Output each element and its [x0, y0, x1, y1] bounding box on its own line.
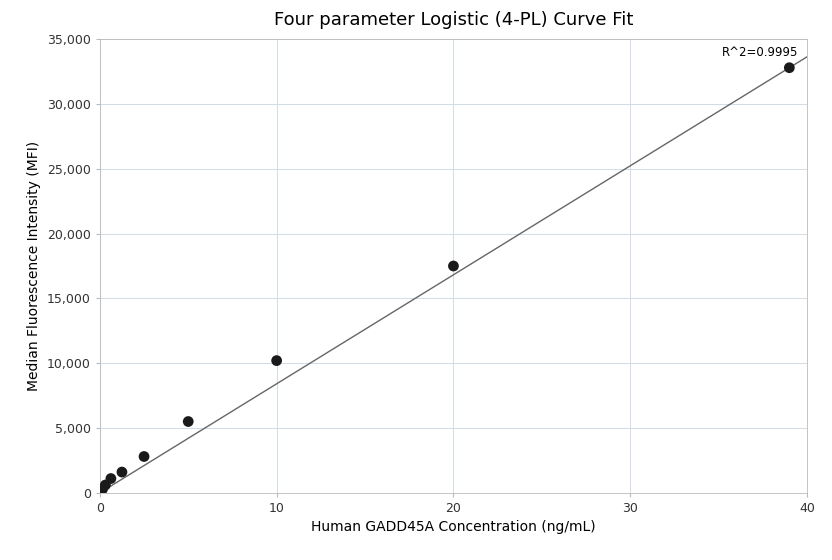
Text: R^2=0.9995: R^2=0.9995 [722, 46, 798, 59]
Y-axis label: Median Fluorescence Intensity (MFI): Median Fluorescence Intensity (MFI) [27, 141, 42, 391]
Point [116, 468, 129, 477]
Point [95, 487, 108, 496]
Point [104, 474, 117, 483]
Point [96, 484, 109, 493]
Title: Four parameter Logistic (4-PL) Curve Fit: Four parameter Logistic (4-PL) Curve Fit [274, 11, 633, 29]
Point [137, 452, 151, 461]
Point [447, 262, 460, 270]
Point [783, 63, 796, 72]
Point [99, 480, 112, 489]
X-axis label: Human GADD45A Concentration (ng/mL): Human GADD45A Concentration (ng/mL) [311, 520, 596, 534]
Point [270, 356, 283, 365]
Point [181, 417, 195, 426]
